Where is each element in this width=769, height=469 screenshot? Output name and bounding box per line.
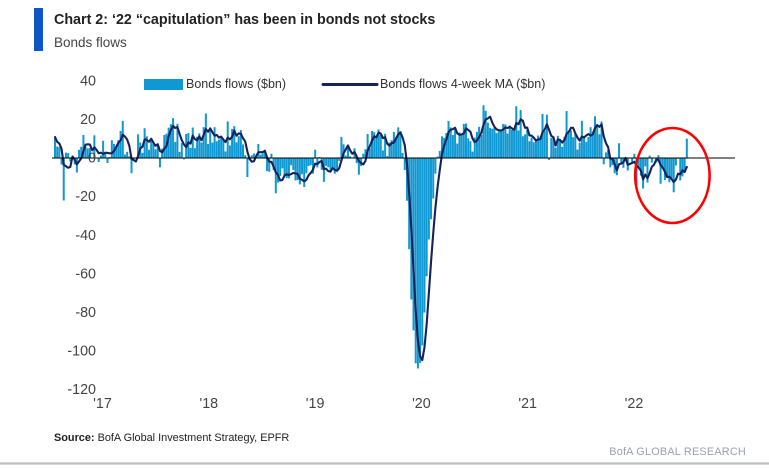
svg-text:20: 20: [80, 112, 96, 128]
svg-text:-20: -20: [75, 189, 96, 205]
svg-text:'18: '18: [199, 396, 218, 412]
svg-text:0: 0: [88, 151, 96, 167]
svg-text:-60: -60: [75, 266, 96, 282]
svg-text:-120: -120: [67, 382, 96, 398]
svg-text:-80: -80: [75, 305, 96, 321]
svg-text:Bonds flows ($bn): Bonds flows ($bn): [186, 77, 286, 91]
svg-text:-100: -100: [67, 344, 96, 360]
svg-text:40: 40: [80, 73, 96, 89]
svg-text:'19: '19: [306, 396, 325, 412]
svg-text:'22: '22: [625, 396, 644, 412]
svg-text:'17: '17: [93, 396, 112, 412]
svg-text:Bonds flows 4-week MA ($bn): Bonds flows 4-week MA ($bn): [380, 77, 545, 91]
svg-text:'21: '21: [518, 396, 537, 412]
svg-text:'20: '20: [412, 396, 431, 412]
svg-text:-40: -40: [75, 228, 96, 244]
